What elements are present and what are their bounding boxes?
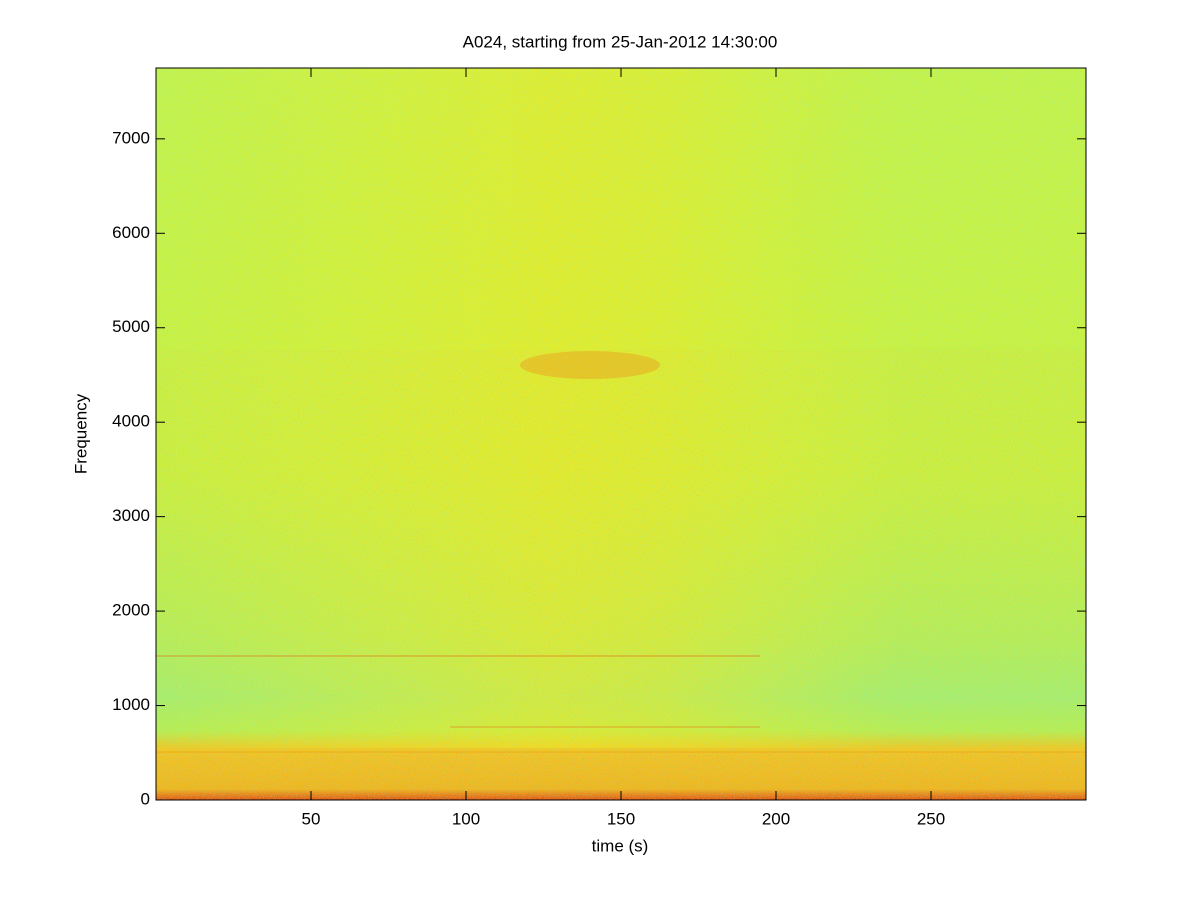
- y-tick-label: 7000: [112, 128, 150, 147]
- x-tick-label: 150: [607, 809, 635, 828]
- y-tick-label: 6000: [112, 223, 150, 242]
- x-tick-label: 200: [762, 809, 790, 828]
- x-tick-label: 100: [452, 809, 480, 828]
- spectrogram-noise: [156, 350, 1086, 800]
- y-axis-label: Frequency: [71, 393, 90, 474]
- y-tick-label: 5000: [112, 317, 150, 336]
- y-tick-label: 3000: [112, 506, 150, 525]
- y-tick-label: 0: [141, 789, 150, 808]
- chart-title: A024, starting from 25-Jan-2012 14:30:00: [463, 32, 778, 51]
- spectral-blob: [520, 351, 660, 379]
- x-axis-label: time (s): [592, 836, 649, 855]
- y-tick-label: 1000: [112, 695, 150, 714]
- y-tick-label: 4000: [112, 412, 150, 431]
- y-tick-label: 2000: [112, 601, 150, 620]
- x-tick-label: 50: [302, 809, 321, 828]
- spectrogram-image: [156, 68, 1086, 800]
- x-tick-label: 250: [917, 809, 945, 828]
